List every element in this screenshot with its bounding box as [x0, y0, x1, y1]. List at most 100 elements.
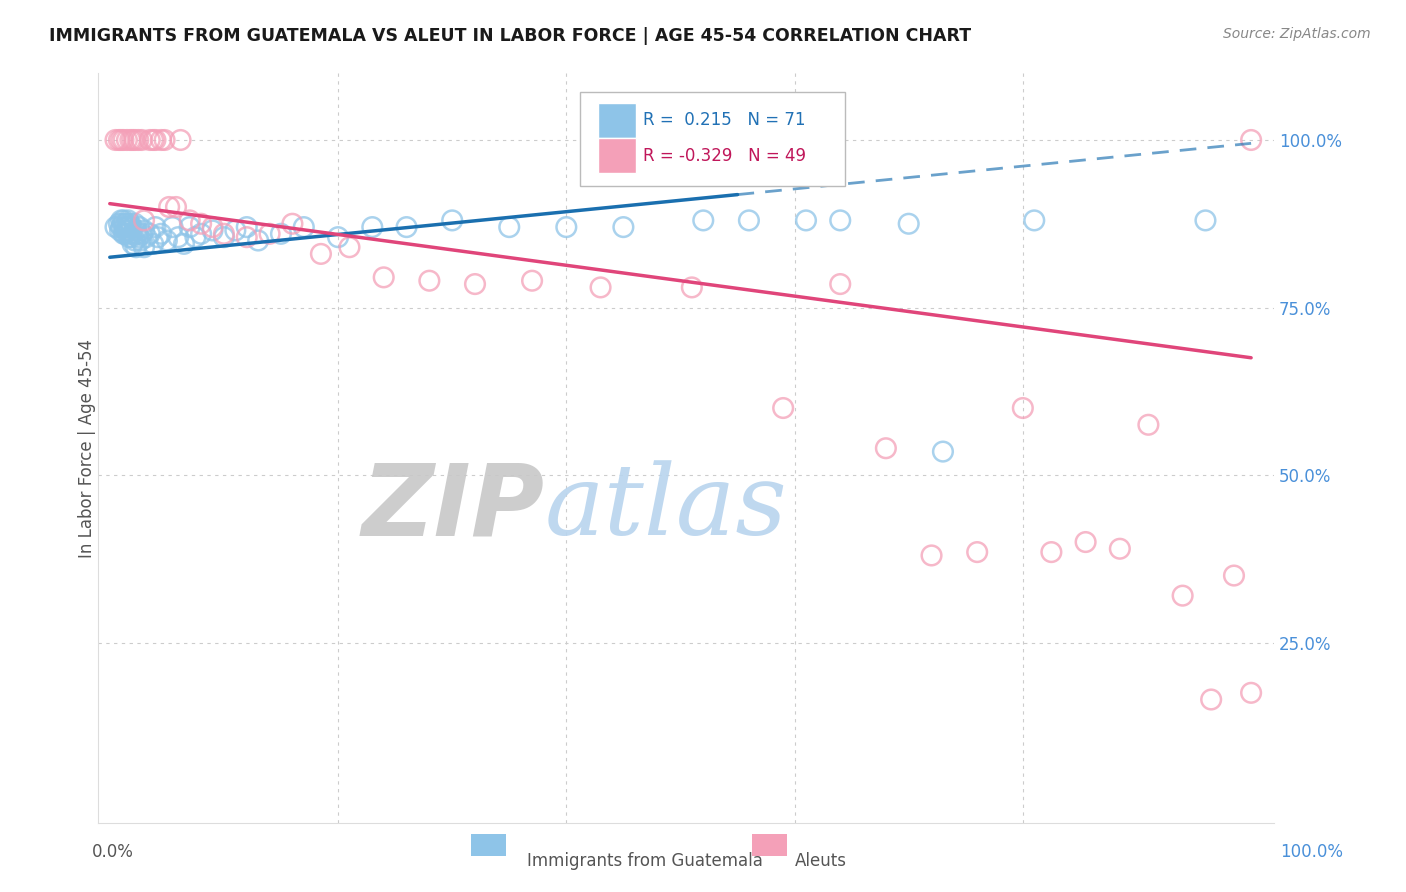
Point — [132, 213, 155, 227]
Point — [127, 230, 149, 244]
Point — [1040, 545, 1063, 559]
Point — [120, 227, 142, 241]
Point — [121, 227, 143, 241]
Point — [201, 220, 224, 235]
Point — [270, 227, 292, 241]
Point — [108, 133, 131, 147]
Point — [132, 223, 155, 237]
Point — [418, 274, 440, 288]
Point — [153, 133, 176, 147]
Point — [156, 234, 179, 248]
Point — [139, 227, 162, 241]
Point — [292, 220, 315, 235]
Point — [114, 227, 136, 241]
Point — [1194, 213, 1216, 227]
Point — [921, 549, 943, 563]
Point — [190, 217, 212, 231]
Point — [897, 217, 920, 231]
Point — [190, 227, 212, 241]
Point — [125, 240, 148, 254]
Point — [738, 213, 761, 227]
Point — [247, 234, 270, 248]
Point — [108, 217, 131, 231]
Point — [179, 213, 201, 227]
Point — [162, 220, 184, 235]
Y-axis label: In Labor Force | Age 45-54: In Labor Force | Age 45-54 — [79, 339, 96, 558]
Point — [120, 133, 142, 147]
Point — [464, 277, 486, 291]
Point — [125, 223, 148, 237]
Point — [124, 217, 146, 231]
Point — [120, 217, 142, 231]
FancyBboxPatch shape — [598, 138, 636, 173]
Point — [794, 213, 817, 227]
Point — [309, 247, 332, 261]
Point — [1137, 417, 1160, 432]
Point — [121, 236, 143, 251]
Point — [108, 223, 131, 237]
Point — [112, 133, 135, 147]
Point — [612, 220, 634, 235]
Text: 100.0%: 100.0% — [1279, 843, 1343, 861]
Point — [112, 227, 135, 241]
Point — [1240, 133, 1263, 147]
Point — [441, 213, 464, 227]
Point — [339, 240, 361, 254]
Point — [114, 223, 136, 237]
Point — [361, 220, 384, 235]
Point — [104, 133, 127, 147]
Point — [224, 223, 246, 237]
Point — [259, 227, 281, 241]
Point — [520, 274, 543, 288]
Point — [128, 220, 150, 235]
Point — [121, 133, 143, 147]
Point — [115, 133, 138, 147]
Point — [115, 220, 138, 235]
Point — [212, 227, 235, 241]
Point — [281, 217, 304, 231]
Point — [169, 133, 191, 147]
Point — [157, 200, 180, 214]
Point — [110, 133, 132, 147]
Text: 0.0%: 0.0% — [91, 843, 134, 861]
Point — [692, 213, 714, 227]
Point — [830, 213, 852, 227]
Point — [179, 220, 201, 235]
Point — [165, 200, 187, 214]
Text: Source: ZipAtlas.com: Source: ZipAtlas.com — [1223, 27, 1371, 41]
Point — [118, 220, 141, 235]
Point — [110, 213, 132, 227]
Text: R = -0.329   N = 49: R = -0.329 N = 49 — [643, 146, 806, 164]
Text: atlas: atlas — [546, 460, 787, 556]
Point — [127, 133, 149, 147]
Point — [114, 217, 136, 231]
Point — [115, 227, 138, 241]
Point — [104, 220, 127, 235]
Point — [212, 230, 235, 244]
Point — [830, 277, 852, 291]
Point — [145, 133, 167, 147]
Point — [932, 444, 955, 458]
Point — [111, 217, 134, 231]
Point — [115, 217, 138, 231]
Point — [150, 133, 173, 147]
Point — [235, 230, 257, 244]
Point — [772, 401, 794, 415]
Point — [1011, 401, 1033, 415]
Point — [395, 220, 418, 235]
Point — [121, 220, 143, 235]
Text: ZIP: ZIP — [363, 459, 546, 557]
Point — [112, 213, 135, 227]
Point — [173, 236, 195, 251]
Text: R =  0.215   N = 71: R = 0.215 N = 71 — [643, 112, 806, 129]
Point — [555, 220, 578, 235]
Point — [326, 230, 349, 244]
Point — [167, 230, 190, 244]
Point — [1240, 686, 1263, 700]
Point — [124, 234, 146, 248]
Point — [201, 223, 224, 237]
Point — [875, 441, 897, 455]
Point — [1199, 692, 1222, 706]
Point — [129, 234, 152, 248]
Point — [373, 270, 395, 285]
